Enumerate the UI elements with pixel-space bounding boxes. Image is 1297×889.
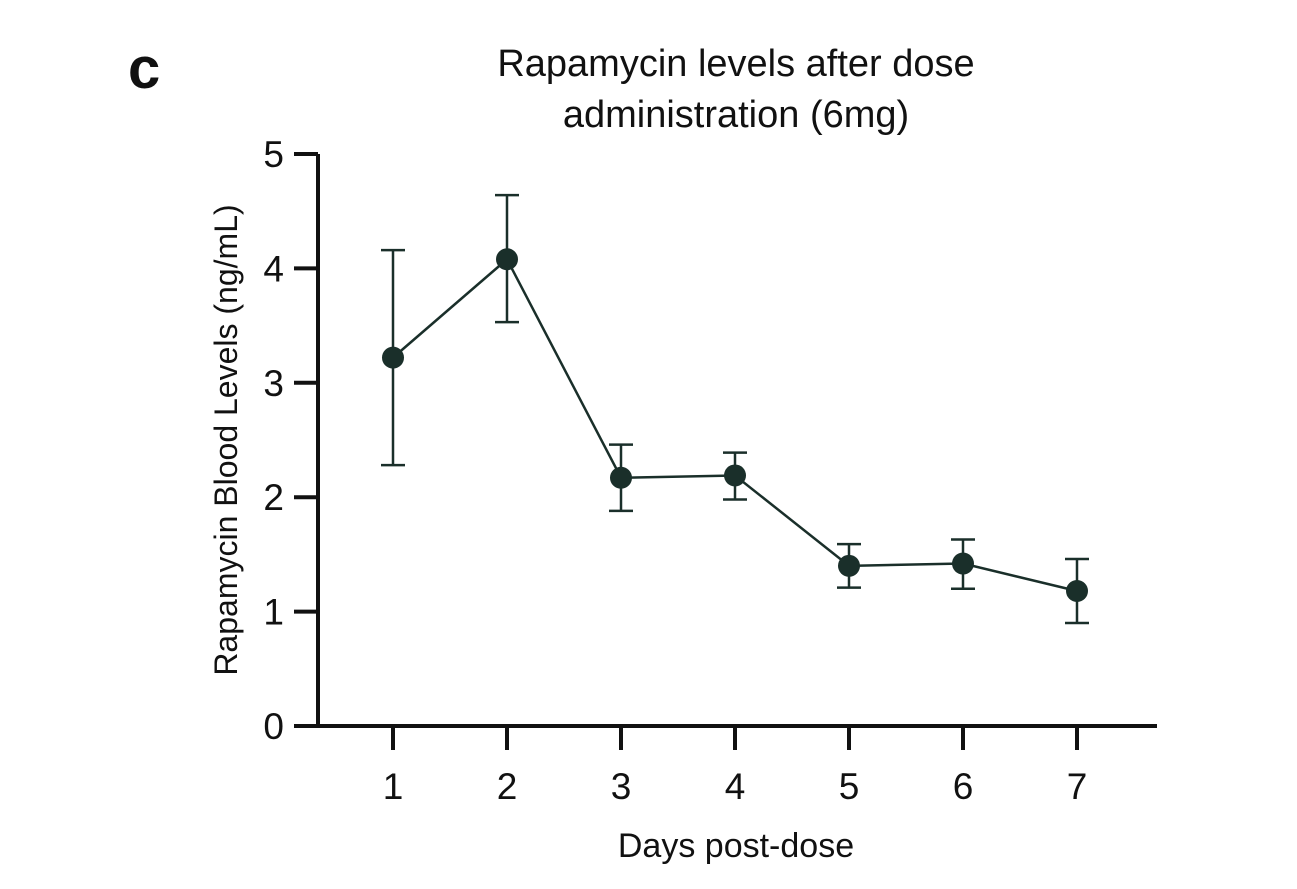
y-axis-label: Rapamycin Blood Levels (ng/mL) bbox=[208, 204, 244, 675]
x-tick-label: 3 bbox=[611, 766, 632, 807]
data-point bbox=[382, 346, 404, 369]
y-tick-label: 5 bbox=[263, 134, 284, 175]
data-point bbox=[724, 464, 746, 487]
data-point bbox=[496, 248, 518, 271]
data-point bbox=[952, 552, 974, 575]
panel-label: c bbox=[128, 36, 160, 101]
data-point bbox=[1066, 580, 1088, 603]
x-tick-label: 5 bbox=[839, 766, 860, 807]
data-points bbox=[382, 248, 1088, 603]
series-lines bbox=[392, 257, 1078, 593]
error-bars bbox=[381, 193, 1089, 625]
y-tick-label: 0 bbox=[263, 706, 284, 747]
x-tick-label: 2 bbox=[497, 766, 518, 807]
chart-title-line-2: administration (6mg) bbox=[563, 94, 909, 136]
data-point bbox=[838, 554, 860, 577]
x-tick-label: 7 bbox=[1067, 766, 1088, 807]
x-tick-label: 1 bbox=[383, 766, 404, 807]
data-point bbox=[610, 466, 632, 489]
y-tick-label: 1 bbox=[263, 592, 284, 633]
y-tick-label: 3 bbox=[263, 363, 284, 404]
x-axis-label: Days post-dose bbox=[618, 827, 854, 865]
x-tick-label: 4 bbox=[725, 766, 746, 807]
y-tick-label: 4 bbox=[263, 248, 284, 289]
y-ticks: 0 1 2 3 4 5 bbox=[263, 134, 318, 747]
y-tick-label: 2 bbox=[263, 477, 284, 518]
x-tick-label: 6 bbox=[953, 766, 974, 807]
chart-title-line-1: Rapamycin levels after dose bbox=[497, 43, 974, 85]
series-line bbox=[392, 257, 1078, 593]
x-ticks: 1 2 3 4 5 6 7 bbox=[383, 726, 1088, 807]
